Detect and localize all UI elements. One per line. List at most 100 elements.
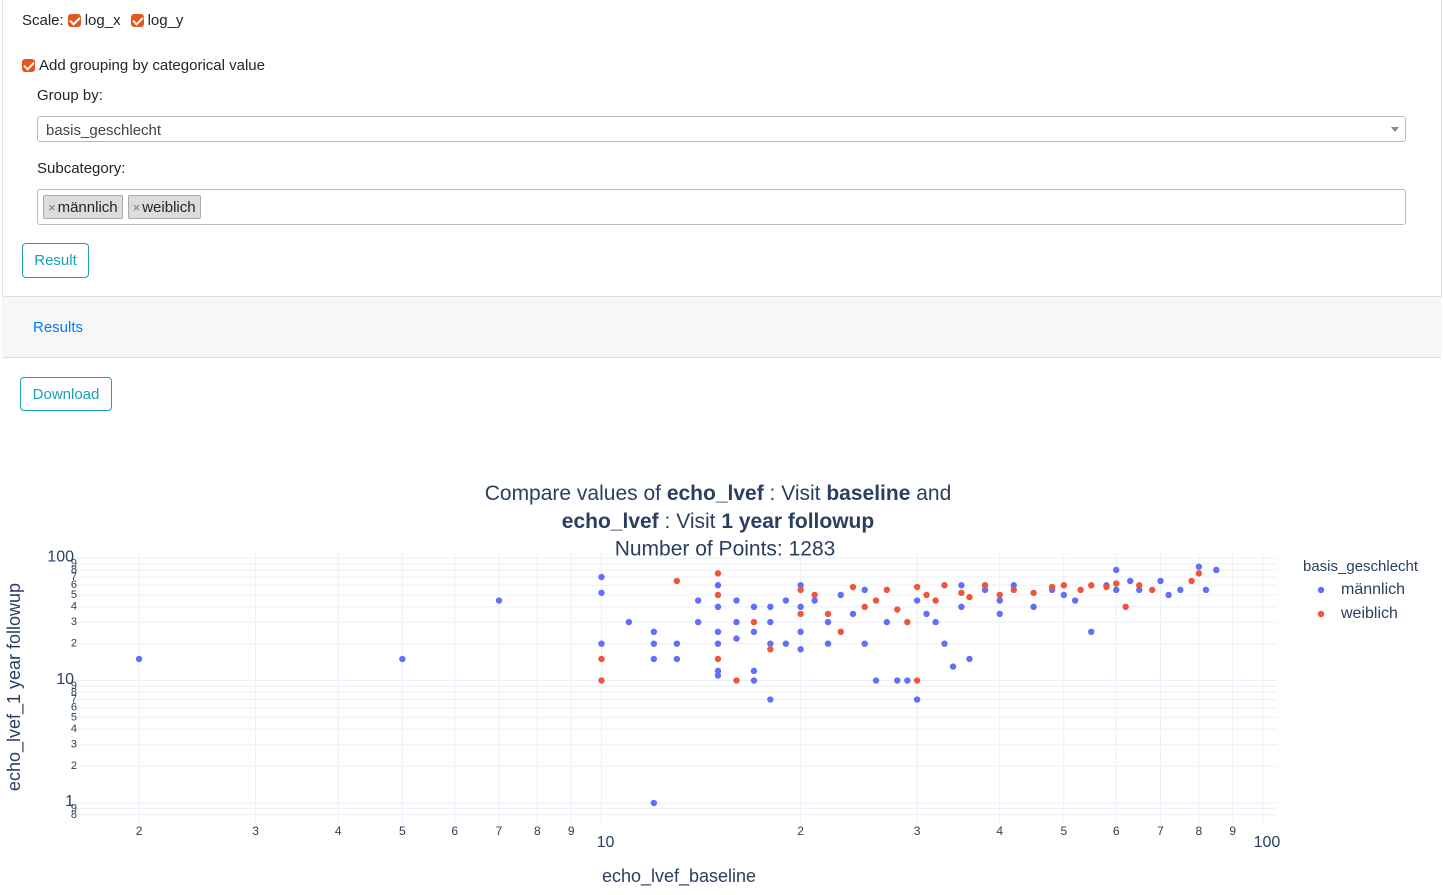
tag-label: männlich: [57, 198, 118, 216]
checkbox-label[interactable]: log_x: [84, 12, 121, 29]
download-button[interactable]: Download: [20, 377, 112, 411]
point: [923, 591, 930, 599]
tag-remove[interactable]: ×: [132, 199, 141, 215]
point: [598, 655, 605, 663]
y-tick-label: 2: [71, 760, 77, 772]
point: [750, 628, 758, 636]
point: [714, 570, 722, 577]
point: [714, 603, 722, 611]
point: [714, 628, 722, 636]
point: [714, 640, 722, 647]
checkbox-label[interactable]: log_y: [147, 12, 184, 29]
point: [650, 628, 658, 636]
point: [673, 640, 681, 647]
y-tick-label: 6: [71, 579, 77, 591]
point: [1048, 583, 1056, 591]
point: [1030, 603, 1037, 611]
group-by-label: Group by:: [37, 87, 103, 104]
point: [797, 646, 804, 653]
subcategory-label: Subcategory:: [37, 160, 126, 177]
point: [1136, 582, 1143, 589]
point: [1188, 577, 1195, 585]
x-tick-label: 10: [597, 834, 615, 851]
chart: Compare values of echo_lvef : Visit base…: [4, 482, 1419, 887]
point: [941, 640, 948, 647]
point: [872, 677, 880, 684]
point: [996, 610, 1003, 618]
checkbox[interactable]: [67, 14, 81, 27]
point: [767, 640, 774, 647]
y-tick-label: 100: [47, 548, 74, 565]
point: [837, 628, 844, 636]
y-tick-label: 8: [71, 564, 77, 576]
point: [824, 610, 832, 618]
point: [849, 610, 857, 618]
point: [1113, 580, 1120, 587]
checkbox[interactable]: [22, 59, 35, 72]
x-tick-label: 7: [1157, 824, 1164, 838]
y-tick-label: 8: [71, 809, 77, 821]
point: [797, 586, 804, 594]
point: [981, 586, 989, 594]
point: [750, 603, 758, 611]
group-by-select[interactable]: basis_geschlecht: [37, 116, 1406, 142]
x-tick-label: 5: [1061, 824, 1068, 838]
point: [849, 583, 857, 591]
x-tick-label: 4: [996, 824, 1003, 838]
point: [1113, 566, 1120, 574]
y-tick-label: 7: [71, 571, 77, 583]
point: [598, 573, 605, 581]
point: [1195, 563, 1203, 570]
legend-label: männlich: [1341, 581, 1405, 598]
point: [1177, 586, 1184, 594]
point: [650, 655, 658, 663]
y-tick-label: 4: [71, 723, 77, 735]
legend-label: weiblich: [1340, 605, 1398, 622]
results-tab[interactable]: Results: [33, 319, 84, 336]
point: [625, 618, 633, 626]
point: [733, 618, 740, 626]
tag-remove[interactable]: ×: [48, 199, 56, 215]
point: [1071, 597, 1079, 604]
point: [714, 591, 722, 599]
point: [966, 593, 973, 601]
title-segment: echo_lvef: [562, 510, 660, 533]
x-tick-label: 6: [451, 824, 458, 838]
y-tick-label: 9: [71, 680, 77, 692]
y-tick-label: 2: [71, 638, 77, 650]
title-segment: Compare values of: [485, 482, 667, 505]
title-segment: echo_lvef: [667, 482, 765, 505]
point: [1010, 582, 1017, 589]
point: [1077, 586, 1084, 594]
checkbox[interactable]: [130, 14, 144, 27]
point: [981, 582, 989, 589]
scale-row: Scale: log_x log_y: [22, 12, 183, 29]
point: [797, 582, 804, 589]
y-tick-label: 5: [71, 711, 77, 723]
result-button[interactable]: Result: [22, 243, 89, 278]
point: [811, 597, 818, 604]
point: [673, 577, 681, 585]
point: [894, 677, 901, 684]
y-tick-label: 4: [71, 601, 77, 613]
point: [135, 655, 143, 663]
point: [1088, 628, 1095, 636]
point: [694, 618, 702, 626]
y-tick-label: 6: [71, 702, 77, 714]
point: [598, 677, 605, 684]
point: [904, 618, 911, 626]
point: [958, 582, 965, 589]
subcategory-select[interactable]: × männlich × weiblich: [37, 189, 1406, 225]
point: [598, 640, 605, 647]
point: [1148, 586, 1156, 594]
x-tick-label: 100: [1254, 834, 1281, 851]
checkbox-label[interactable]: Add grouping by categorical value: [39, 57, 265, 74]
x-tick-label: 9: [568, 824, 575, 838]
x-tick-label: 8: [534, 824, 541, 838]
point: [1157, 577, 1164, 585]
point: [1088, 582, 1095, 589]
point: [694, 597, 702, 604]
title-segment: : Visit: [764, 482, 827, 505]
point: [824, 640, 832, 647]
point: [958, 589, 965, 597]
